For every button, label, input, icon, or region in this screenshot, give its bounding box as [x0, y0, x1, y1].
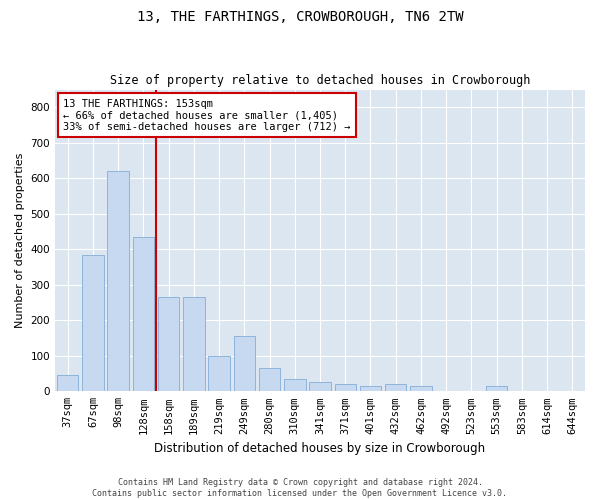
Bar: [82, 254, 104, 392]
Y-axis label: Number of detached properties: Number of detached properties: [15, 152, 25, 328]
Text: 13, THE FARTHINGS, CROWBOROUGH, TN6 2TW: 13, THE FARTHINGS, CROWBOROUGH, TN6 2TW: [137, 10, 463, 24]
Title: Size of property relative to detached houses in Crowborough: Size of property relative to detached ho…: [110, 74, 530, 87]
Bar: [309, 382, 331, 392]
Bar: [385, 384, 406, 392]
Bar: [360, 386, 381, 392]
Bar: [335, 384, 356, 392]
Bar: [57, 376, 79, 392]
Text: Contains HM Land Registry data © Crown copyright and database right 2024.
Contai: Contains HM Land Registry data © Crown c…: [92, 478, 508, 498]
X-axis label: Distribution of detached houses by size in Crowborough: Distribution of detached houses by size …: [154, 442, 485, 455]
Bar: [410, 386, 431, 392]
Bar: [183, 297, 205, 392]
Bar: [284, 379, 305, 392]
Bar: [486, 386, 508, 392]
Bar: [107, 171, 129, 392]
Text: 13 THE FARTHINGS: 153sqm
← 66% of detached houses are smaller (1,405)
33% of sem: 13 THE FARTHINGS: 153sqm ← 66% of detach…: [63, 98, 350, 132]
Bar: [259, 368, 280, 392]
Bar: [233, 336, 255, 392]
Bar: [133, 237, 154, 392]
Bar: [158, 297, 179, 392]
Bar: [208, 356, 230, 392]
